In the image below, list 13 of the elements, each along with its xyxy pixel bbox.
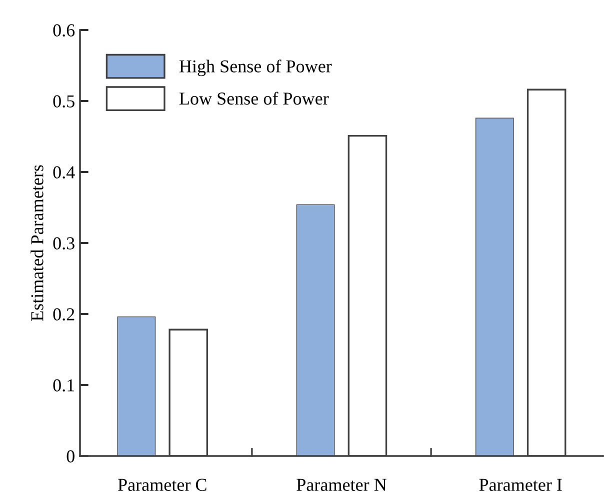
y-tick-label: 0.3 [53,237,74,250]
y-tick-label: 0.6 [53,24,75,37]
x-tick-label: Parameter N [296,478,386,491]
y-tick-label: 0 [66,450,74,462]
x-tick-label: Parameter I [479,478,562,491]
legend-label: High Sense of Power [179,60,332,76]
y-axis-title: Estimated Parameters [30,165,44,321]
y-tick-label: 0.4 [53,166,75,179]
legend-label: Low Sense of Power [179,92,329,105]
y-tick-label: 0.2 [53,308,74,321]
y-tick-label: 0.5 [53,95,74,108]
y-tick-label: 0.1 [53,379,74,392]
x-tick-label: Parameter C [118,478,206,491]
